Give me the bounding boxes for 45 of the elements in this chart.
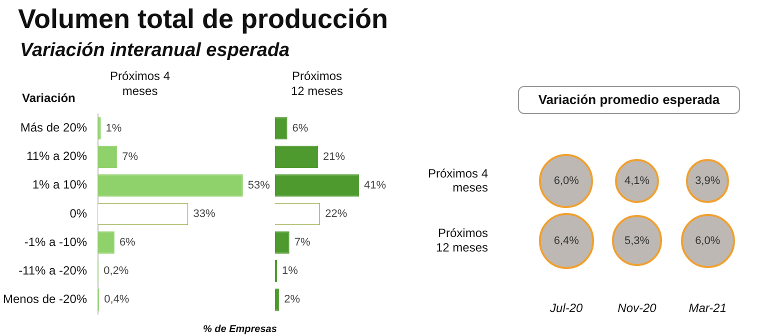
data-label: 53% — [248, 179, 270, 192]
circle-badge: 4,1% — [614, 158, 660, 204]
data-label: 0,4% — [104, 294, 130, 306]
data-label: 1% — [282, 265, 298, 278]
chart-subtitle: Variación interanual esperada — [20, 40, 290, 62]
bar — [275, 146, 318, 168]
bar — [98, 174, 243, 197]
x-tick-label: Jul-20 — [549, 301, 584, 316]
bar — [275, 117, 288, 140]
data-label: 2% — [284, 294, 300, 306]
circle-badge: 6,0% — [680, 214, 735, 268]
y-tick-label: -11% a -20% — [18, 263, 88, 278]
circle-badge: 5,3% — [612, 215, 662, 266]
bar — [275, 231, 290, 254]
y-tick-label: 1% a 10% — [32, 178, 88, 192]
y-axis-title: Variación — [22, 91, 76, 105]
y-tick-label: 0% — [70, 206, 88, 220]
bar — [275, 174, 360, 197]
data-label: 21% — [323, 150, 346, 163]
bar — [275, 288, 280, 311]
data-label: 22% — [325, 208, 348, 220]
circle-badge: 3,9% — [686, 159, 730, 203]
x-tick-label: Mar-21 — [688, 301, 727, 316]
y-tick-label: 11% a 20% — [26, 149, 88, 164]
x-tick-label: Nov-20 — [618, 301, 657, 316]
data-label: 6% — [292, 122, 308, 134]
series-label: Próximos 4 meses — [110, 69, 170, 98]
data-label: 7% — [294, 236, 310, 249]
data-label: 7% — [122, 150, 138, 163]
data-label: 6% — [119, 236, 136, 249]
bar — [98, 231, 114, 254]
data-label: 41% — [364, 179, 386, 192]
chart-title: Variación promedio esperada — [518, 86, 740, 114]
bar — [98, 146, 118, 168]
data-label: 1% — [106, 122, 122, 134]
data-label: 33% — [193, 208, 216, 220]
circle-badge: 6,4% — [538, 212, 594, 269]
circle-badge: 6,0% — [539, 154, 594, 208]
x-axis-title: % de Empresas — [203, 324, 278, 335]
series-label: Próximos 12 meses — [290, 69, 344, 98]
y-tick-label: Más de 20% — [20, 120, 88, 135]
y-tick-label: -1% a -10% — [24, 234, 88, 249]
data-label: 0,2% — [104, 265, 129, 278]
chart-title: Volumen total de producción — [18, 4, 388, 35]
y-tick-label: Menos de -20% — [3, 292, 88, 306]
